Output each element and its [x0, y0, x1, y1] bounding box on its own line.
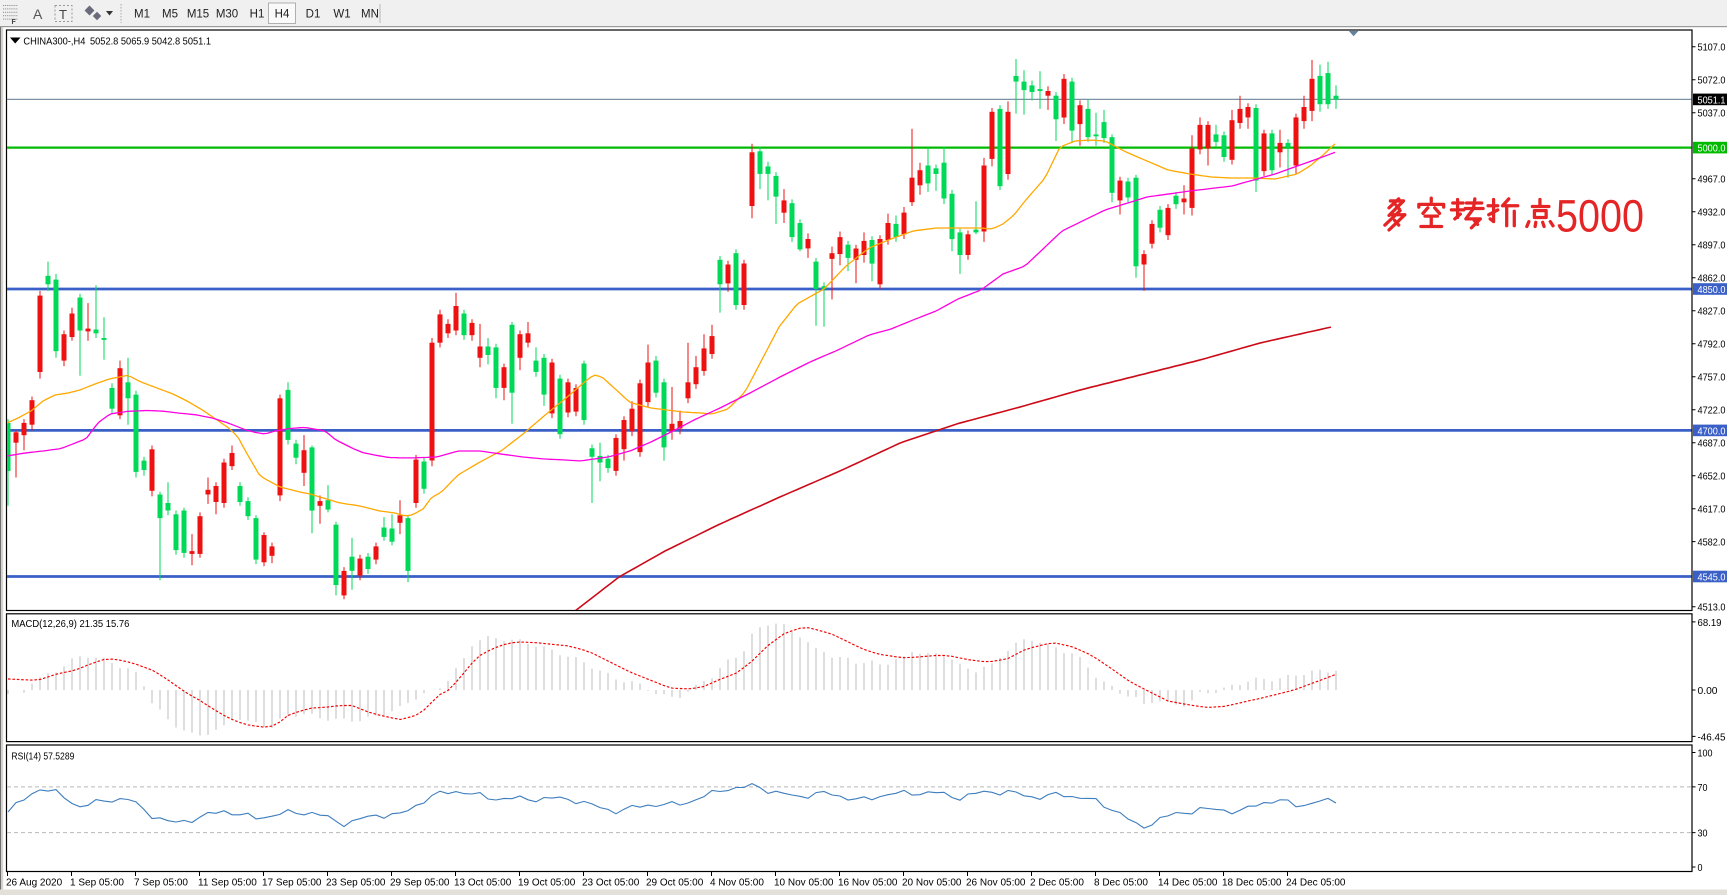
svg-text:5072.0: 5072.0: [1698, 75, 1726, 87]
svg-text:4513.0: 4513.0: [1698, 602, 1726, 614]
svg-text:4967.0: 4967.0: [1698, 174, 1726, 186]
svg-text:F: F: [12, 19, 17, 26]
svg-text:0.00: 0.00: [1698, 685, 1718, 697]
svg-text:4757.0: 4757.0: [1698, 372, 1726, 384]
svg-text:10 Nov 05:00: 10 Nov 05:00: [774, 878, 834, 889]
svg-text:5037.0: 5037.0: [1698, 108, 1726, 120]
svg-text:D1: D1: [306, 9, 321, 21]
svg-text:70: 70: [1698, 782, 1708, 794]
svg-text:13 Oct 05:00: 13 Oct 05:00: [454, 878, 512, 889]
svg-text:4617.0: 4617.0: [1698, 504, 1726, 516]
svg-text:11 Sep 05:00: 11 Sep 05:00: [198, 878, 257, 889]
svg-text:20 Nov 05:00: 20 Nov 05:00: [902, 878, 962, 889]
svg-text:0: 0: [1698, 862, 1703, 874]
svg-text:5000: 5000: [1556, 191, 1644, 242]
svg-text:24 Dec 05:00: 24 Dec 05:00: [1286, 878, 1346, 889]
svg-text:RSI(14) 57.5289: RSI(14) 57.5289: [11, 751, 74, 763]
svg-text:4932.0: 4932.0: [1698, 207, 1726, 219]
svg-text:4827.0: 4827.0: [1698, 306, 1726, 318]
svg-text:MN: MN: [361, 9, 379, 21]
svg-text:H1: H1: [250, 9, 265, 21]
svg-text:4700.0: 4700.0: [1698, 425, 1726, 437]
svg-text:CHINA300-,H4: CHINA300-,H4: [23, 36, 85, 48]
svg-text:17 Sep 05:00: 17 Sep 05:00: [262, 878, 322, 889]
svg-text:4722.0: 4722.0: [1698, 405, 1726, 417]
svg-text:M15: M15: [187, 9, 209, 21]
svg-text:23 Sep 05:00: 23 Sep 05:00: [326, 878, 386, 889]
svg-text:100: 100: [1698, 747, 1713, 759]
svg-text:4862.0: 4862.0: [1698, 273, 1726, 285]
svg-text:4687.0: 4687.0: [1698, 438, 1726, 450]
svg-text:16 Nov 05:00: 16 Nov 05:00: [838, 878, 898, 889]
svg-text:W1: W1: [333, 9, 350, 21]
svg-text:29 Oct 05:00: 29 Oct 05:00: [646, 878, 704, 889]
svg-text:M1: M1: [134, 9, 150, 21]
svg-text:A: A: [33, 6, 43, 22]
svg-text:M30: M30: [216, 9, 238, 21]
svg-text:2 Dec 05:00: 2 Dec 05:00: [1030, 878, 1084, 889]
svg-text:4545.0: 4545.0: [1698, 571, 1726, 583]
svg-text:4582.0: 4582.0: [1698, 537, 1726, 549]
svg-text:68.19: 68.19: [1698, 617, 1722, 629]
svg-text:4652.0: 4652.0: [1698, 471, 1726, 483]
svg-text:26 Nov 05:00: 26 Nov 05:00: [966, 878, 1026, 889]
svg-text:19 Oct 05:00: 19 Oct 05:00: [518, 878, 576, 889]
svg-text:H4: H4: [275, 9, 290, 21]
svg-text:7 Sep 05:00: 7 Sep 05:00: [134, 878, 188, 889]
svg-text:4792.0: 4792.0: [1698, 339, 1726, 351]
svg-text:4 Nov 05:00: 4 Nov 05:00: [710, 878, 764, 889]
svg-text:4850.0: 4850.0: [1698, 284, 1726, 296]
svg-text:M5: M5: [162, 9, 178, 21]
svg-text:4897.0: 4897.0: [1698, 240, 1726, 252]
svg-text:23 Oct 05:00: 23 Oct 05:00: [582, 878, 640, 889]
svg-text:5107.0: 5107.0: [1698, 42, 1726, 54]
svg-text:-46.45: -46.45: [1698, 731, 1726, 743]
svg-text:MACD(12,26,9) 21.35 15.76: MACD(12,26,9) 21.35 15.76: [11, 618, 129, 630]
svg-text:30: 30: [1698, 828, 1708, 840]
svg-text:5051.1: 5051.1: [1698, 94, 1726, 106]
svg-text:18 Dec 05:00: 18 Dec 05:00: [1222, 878, 1282, 889]
svg-text:29 Sep 05:00: 29 Sep 05:00: [390, 878, 450, 889]
svg-text:8 Dec 05:00: 8 Dec 05:00: [1094, 878, 1148, 889]
svg-text:1 Sep 05:00: 1 Sep 05:00: [70, 878, 124, 889]
svg-text:26 Aug 2020: 26 Aug 2020: [6, 878, 63, 889]
svg-text:5052.8 5065.9 5042.8 5051.1: 5052.8 5065.9 5042.8 5051.1: [90, 36, 211, 48]
svg-text:14 Dec 05:00: 14 Dec 05:00: [1158, 878, 1218, 889]
svg-text:T: T: [59, 7, 67, 22]
svg-text:5000.0: 5000.0: [1698, 142, 1726, 154]
